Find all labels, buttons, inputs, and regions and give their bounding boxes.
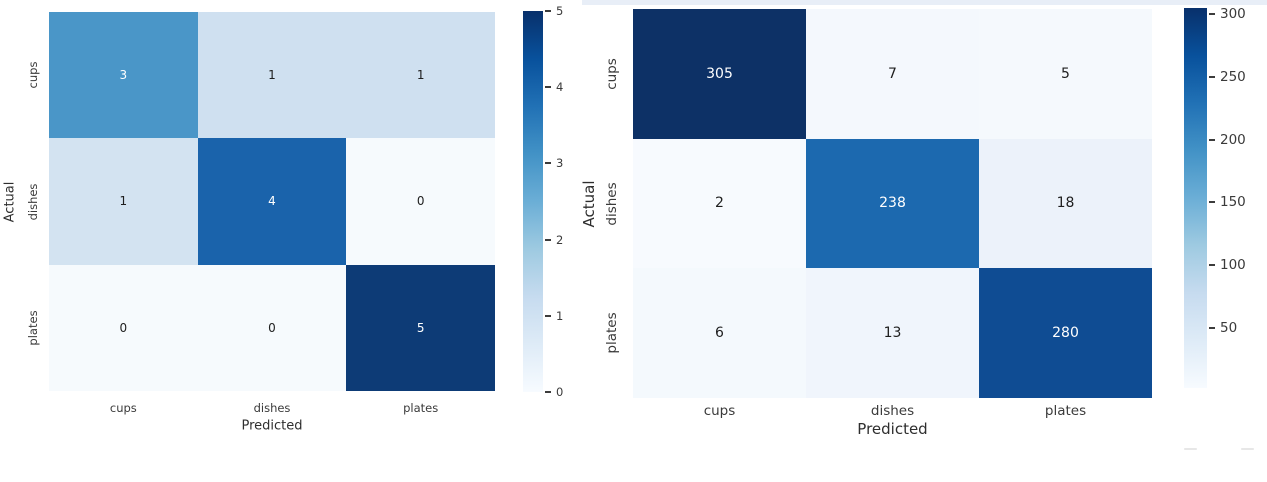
cell-value: 2 [715, 195, 724, 212]
heatmap-cell: 13 [806, 268, 979, 398]
heatmap-cell: 0 [49, 264, 198, 391]
cell-value: 280 [1052, 325, 1079, 342]
cell-value: 18 [1056, 195, 1075, 212]
colorbar-tick-mark [1209, 75, 1215, 78]
colorbar-tick-mark [1209, 326, 1215, 329]
colorbar-tick-mark [545, 391, 551, 393]
cell-value: 238 [879, 195, 906, 212]
cell-value: 13 [883, 325, 902, 342]
heatmap-cell: 0 [346, 138, 495, 265]
heatmap-cell: 5 [346, 264, 495, 391]
cell-value: 1 [119, 194, 128, 209]
colorbar-tick-mark [1209, 138, 1215, 141]
heatmap-cell: 7 [806, 9, 979, 139]
y-tick-label: cups [604, 58, 620, 90]
colorbar-tick-label: 250 [1220, 68, 1246, 85]
cell-value: 7 [888, 65, 897, 82]
cell-value: 4 [268, 194, 276, 209]
heatmap-cell: 280 [979, 268, 1152, 398]
colorbar [1184, 8, 1207, 388]
heatmap-cell: 1 [49, 138, 198, 265]
x-tick-label: plates [403, 401, 439, 415]
x-tick-label: cups [703, 403, 736, 419]
cell-value: 0 [119, 320, 128, 335]
heatmap-cell: 6 [633, 268, 806, 398]
artifact-dash [1184, 448, 1197, 450]
heatmap-cell: 3 [49, 12, 198, 139]
colorbar-tick-label: 5 [556, 4, 564, 18]
colorbar-tick-mark [545, 238, 551, 241]
colorbar-tick-mark [1209, 264, 1215, 267]
cell-value: 305 [706, 65, 733, 82]
heatmap-cell: 4 [197, 138, 347, 265]
x-tick-label: cups [109, 401, 137, 415]
window-edge-strip [582, 0, 1267, 5]
colorbar-tick-label: 200 [1220, 131, 1246, 148]
colorbar-tick-label: 100 [1220, 257, 1246, 274]
heatmap-cell: 238 [806, 138, 979, 269]
cell-value: 1 [268, 68, 276, 83]
colorbar-tick-mark [545, 10, 551, 12]
colorbar-tick-mark [545, 314, 551, 317]
y-tick-label: dishes [604, 181, 620, 226]
artifact-dash [1241, 448, 1254, 450]
y-axis-label: Actual [580, 180, 598, 227]
colorbar-tick-label: 50 [1220, 319, 1238, 336]
heatmap-cell: 18 [979, 138, 1152, 269]
heatmap-cell: 305 [633, 9, 806, 139]
x-tick-label: dishes [253, 401, 291, 415]
heatmap-cell: 5 [979, 9, 1152, 139]
colorbar-tick-label: 0 [556, 385, 564, 399]
cell-value: 3 [119, 68, 128, 83]
colorbar-tick-mark [545, 86, 551, 89]
cell-value: 6 [715, 325, 724, 342]
x-tick-label: plates [1044, 403, 1087, 419]
colorbar-tick-label: 1 [556, 308, 564, 323]
colorbar-tick-mark [1209, 201, 1215, 204]
cell-value: 5 [416, 320, 425, 335]
colorbar-tick-label: 3 [556, 156, 564, 171]
heatmap-cell: 1 [197, 12, 347, 139]
cell-value: 0 [268, 320, 276, 335]
heatmap-cell: 1 [346, 12, 495, 139]
cell-value: 1 [416, 68, 425, 83]
colorbar-tick-label: 300 [1220, 6, 1246, 23]
cell-value: 0 [416, 194, 425, 209]
x-axis-label: Predicted [241, 418, 303, 434]
x-tick-label: dishes [870, 403, 915, 419]
y-tick-label: plates [604, 312, 620, 354]
colorbar [523, 11, 543, 392]
colorbar-tick-label: 4 [556, 80, 564, 95]
colorbar-tick-mark [1209, 13, 1215, 16]
colorbar-tick-label: 2 [556, 232, 564, 247]
heatmap-cell: 2 [633, 138, 806, 269]
colorbar-tick-label: 150 [1220, 194, 1246, 211]
x-axis-label: Predicted [857, 420, 928, 438]
colorbar-tick-mark [545, 162, 551, 165]
cell-value: 5 [1061, 65, 1070, 82]
heatmap-cell: 0 [197, 264, 347, 391]
